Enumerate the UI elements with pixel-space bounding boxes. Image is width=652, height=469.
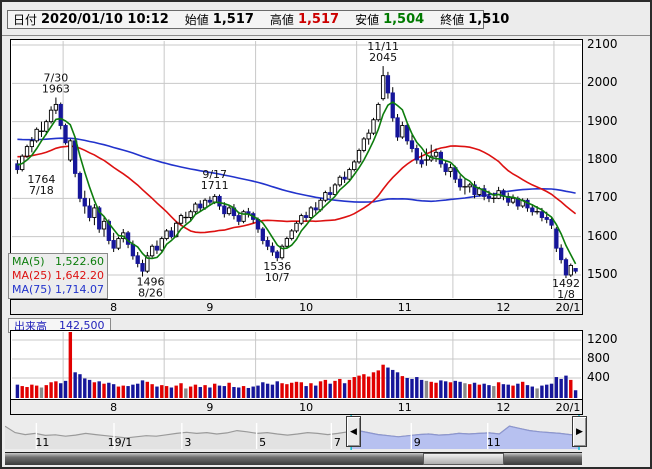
high-value: 1,517: [297, 12, 340, 27]
month-label: 8: [110, 301, 118, 314]
volume-x-axis: 8 9 10 11 12 20/1: [10, 399, 583, 415]
open-value: 1,517: [212, 12, 254, 27]
navigator-date-label: 7: [333, 436, 341, 449]
navigator-date-label: 9: [413, 436, 421, 449]
month-label: 20/1: [555, 301, 581, 314]
price-tick-label: 1900: [587, 113, 618, 128]
price-tick-label: 1600: [587, 228, 618, 243]
open-label: 始値: [184, 13, 209, 27]
navigator-sparkline: [5, 415, 581, 450]
chart-annotation: 10/7: [265, 271, 290, 284]
month-label: 11: [397, 301, 412, 314]
chart-annotation: 1963: [42, 83, 70, 96]
chart-annotation: 7/30: [44, 72, 69, 85]
ma5-row: MA(5) 1,522.60: [12, 255, 104, 269]
chart-annotation: 11/11: [367, 40, 399, 53]
month-label: 20/1: [555, 401, 581, 414]
range-handle-right-button[interactable]: ▶: [572, 416, 587, 447]
ma5-label: MA(5): [12, 255, 45, 268]
navigator-date-label: 5: [259, 436, 267, 449]
price-tick-label: 2100: [587, 37, 618, 51]
month-label: 10: [299, 401, 314, 414]
price-tick-label: 2000: [587, 75, 618, 90]
date-label: 日付: [13, 13, 38, 27]
panel-divider: [2, 35, 650, 36]
chart-annotation: 2045: [369, 51, 397, 64]
month-label: 12: [496, 401, 511, 414]
navigator-date-label: 11: [486, 436, 501, 449]
close-label: 終値: [440, 13, 465, 27]
low-value: 1,504: [383, 12, 425, 27]
chart-annotation: 1492: [552, 277, 580, 290]
chart-annotation: 1496: [137, 276, 165, 289]
date-value: 2020/01/10 10:12: [41, 12, 169, 27]
timeline-navigator[interactable]: 11 19/1 3 5 7 9 11 ◀ ▶: [5, 415, 592, 450]
quote-info-bar: 日付 2020/01/10 10:12 始値 1,517 高値 1,517 安値…: [7, 10, 509, 29]
ma75-value: 1,714.07: [55, 283, 104, 296]
volume-tick-label: 1200: [587, 332, 618, 346]
month-label: 9: [206, 301, 214, 314]
chart-annotation: 7/18: [29, 184, 54, 197]
volume-tick-label: 400: [587, 370, 610, 384]
ma75-label: MA(75): [12, 283, 52, 296]
chart-annotation: 1536: [263, 260, 291, 273]
ma75-row: MA(75) 1,714.07: [12, 283, 104, 297]
chart-annotation: 1/8: [557, 288, 575, 300]
month-label: 8: [110, 401, 118, 414]
price-x-axis: 8 9 10 11 12 20/1: [10, 299, 583, 315]
high-label: 高値: [269, 13, 294, 27]
volume-bar-chart: [10, 330, 583, 400]
month-label: 11: [397, 401, 412, 414]
chart-annotation: 9/17: [202, 168, 227, 181]
low-label: 安値: [355, 13, 380, 27]
right-arrow-icon: ▶: [576, 426, 583, 437]
ma25-label: MA(25): [12, 269, 52, 282]
month-label: 12: [496, 301, 511, 314]
volume-label: 出来高: [14, 319, 47, 333]
chart-annotation: 1764: [27, 173, 55, 186]
ma25-value: 1,642.20: [55, 269, 104, 282]
ma5-value: 1,522.60: [55, 255, 104, 268]
navigator-date-label: 3: [184, 436, 192, 449]
price-tick-label: 1700: [587, 190, 618, 205]
price-tick-label: 1800: [587, 152, 618, 166]
ma-legend: MA(5) 1,522.60 MA(25) 1,642.20 MA(75) 1,…: [8, 253, 108, 299]
month-label: 9: [206, 401, 214, 414]
price-tick-label: 1500: [587, 267, 618, 281]
volume-tick-label: 800: [587, 351, 610, 365]
navigator-date-label: 11: [35, 436, 50, 449]
horizontal-scrollbar[interactable]: [5, 452, 582, 465]
range-handle-left-button[interactable]: ◀: [346, 416, 361, 447]
navigator-date-label: 19/1: [107, 436, 133, 449]
close-value: 1,510: [468, 12, 510, 27]
volume-value: 142,500: [59, 319, 105, 332]
chart-annotation: 1711: [201, 179, 229, 192]
scrollbar-thumb[interactable]: [423, 453, 505, 465]
chart-annotation: 8/26: [138, 287, 163, 300]
month-label: 10: [299, 301, 314, 314]
left-arrow-icon: ◀: [350, 426, 357, 437]
ma25-row: MA(25) 1,642.20: [12, 269, 104, 283]
